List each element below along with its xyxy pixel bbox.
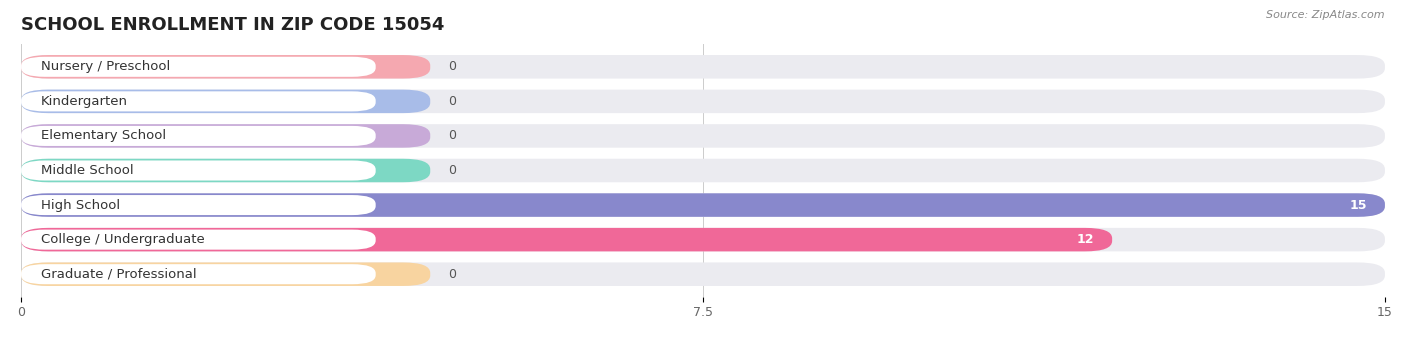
FancyBboxPatch shape <box>21 55 430 78</box>
Text: 0: 0 <box>449 95 457 108</box>
Text: 0: 0 <box>449 164 457 177</box>
Text: High School: High School <box>41 198 121 211</box>
FancyBboxPatch shape <box>21 229 375 250</box>
FancyBboxPatch shape <box>21 263 1385 286</box>
Text: Nursery / Preschool: Nursery / Preschool <box>41 60 170 73</box>
FancyBboxPatch shape <box>21 193 1385 217</box>
FancyBboxPatch shape <box>21 264 375 284</box>
Text: 12: 12 <box>1077 233 1094 246</box>
Text: College / Undergraduate: College / Undergraduate <box>41 233 205 246</box>
Text: SCHOOL ENROLLMENT IN ZIP CODE 15054: SCHOOL ENROLLMENT IN ZIP CODE 15054 <box>21 16 444 34</box>
Text: Middle School: Middle School <box>41 164 134 177</box>
FancyBboxPatch shape <box>21 124 1385 148</box>
FancyBboxPatch shape <box>21 57 375 77</box>
FancyBboxPatch shape <box>21 263 430 286</box>
FancyBboxPatch shape <box>21 90 1385 113</box>
Text: 0: 0 <box>449 268 457 281</box>
Text: 0: 0 <box>449 60 457 73</box>
FancyBboxPatch shape <box>21 126 375 146</box>
FancyBboxPatch shape <box>21 124 430 148</box>
Text: Elementary School: Elementary School <box>41 130 166 143</box>
FancyBboxPatch shape <box>21 195 375 215</box>
FancyBboxPatch shape <box>21 159 430 182</box>
FancyBboxPatch shape <box>21 193 1385 217</box>
Text: 0: 0 <box>449 130 457 143</box>
FancyBboxPatch shape <box>21 159 1385 182</box>
Text: Kindergarten: Kindergarten <box>41 95 128 108</box>
FancyBboxPatch shape <box>21 228 1112 251</box>
FancyBboxPatch shape <box>21 91 375 112</box>
Text: 15: 15 <box>1350 198 1367 211</box>
Text: Graduate / Professional: Graduate / Professional <box>41 268 197 281</box>
FancyBboxPatch shape <box>21 161 375 180</box>
Text: Source: ZipAtlas.com: Source: ZipAtlas.com <box>1267 10 1385 20</box>
FancyBboxPatch shape <box>21 55 1385 78</box>
FancyBboxPatch shape <box>21 228 1385 251</box>
FancyBboxPatch shape <box>21 90 430 113</box>
